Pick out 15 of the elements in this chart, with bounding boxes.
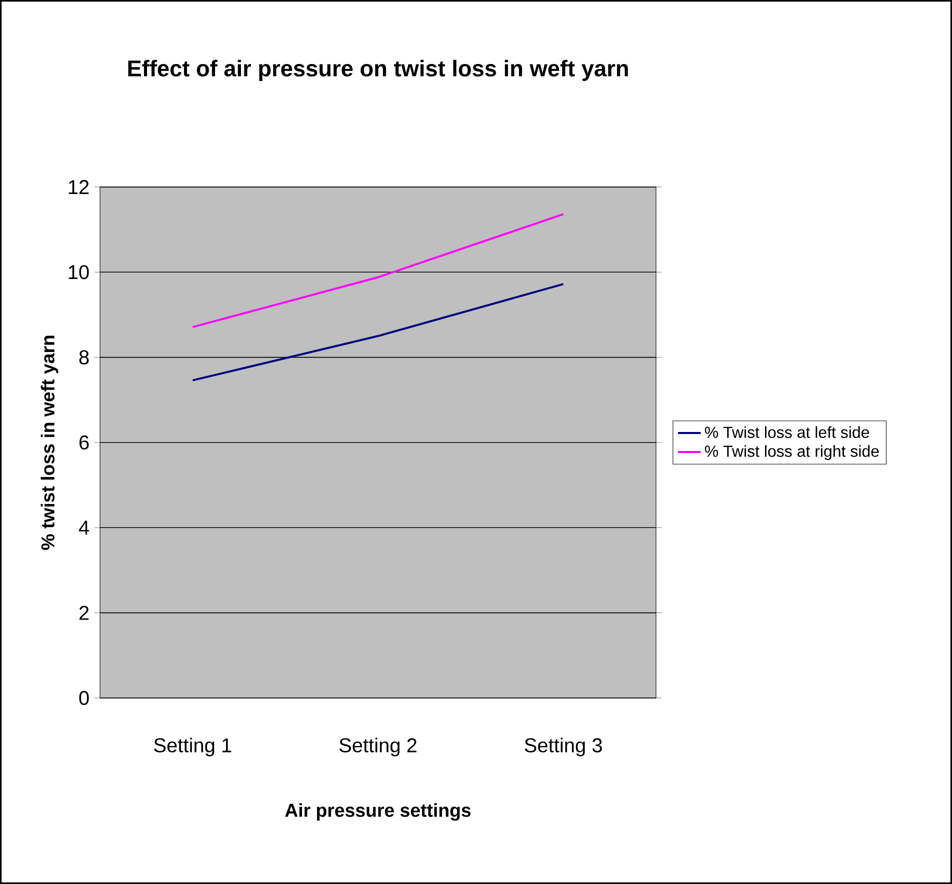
x-axis-title: Air pressure settings — [285, 803, 471, 821]
chart-title: Effect of air pressure on twist loss in weft yarn — [128, 60, 628, 81]
y-tick-label: 2 — [79, 606, 89, 620]
y-tick-label: 0 — [79, 690, 89, 706]
y-tick-label: 8 — [79, 350, 89, 364]
legend-label: % Twist loss at left side — [704, 426, 870, 438]
y-axis-title: % twist loss in weft yarn — [40, 336, 58, 550]
legend-label: % Twist loss at right side — [704, 445, 879, 460]
y-tick-label: 12 — [68, 180, 89, 194]
y-tick-label: 4 — [78, 520, 90, 535]
y-tick-label: 6 — [80, 435, 89, 450]
x-tick-label: Setting 2 — [339, 738, 416, 756]
y-tick-label: 10 — [68, 265, 89, 280]
x-tick-label: Setting 3 — [524, 738, 602, 756]
x-tick-label: Setting 1 — [154, 738, 232, 756]
